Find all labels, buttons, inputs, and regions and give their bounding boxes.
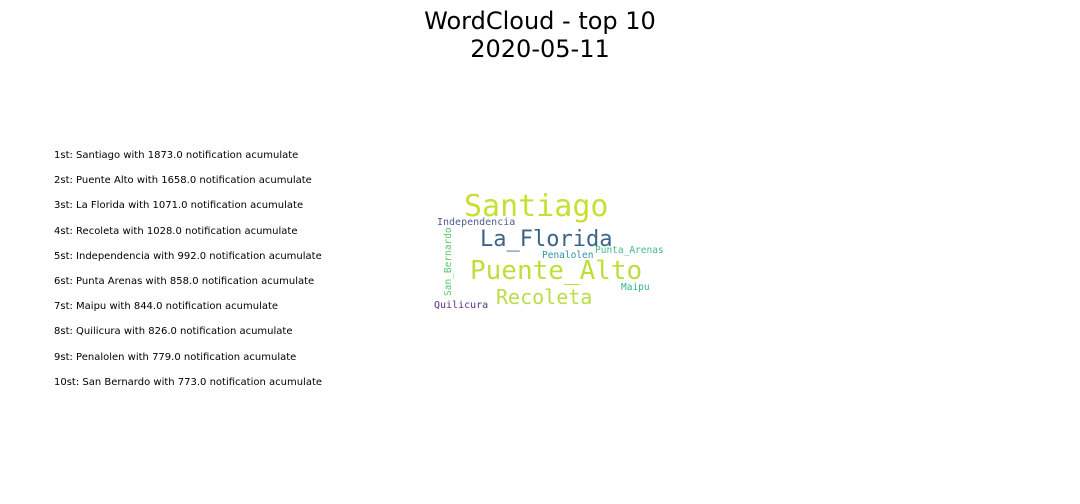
- ranking-item-7: 7st: Maipu with 844.0 notification acumu…: [54, 301, 279, 313]
- word-punta-arenas: Punta_Arenas: [595, 245, 664, 256]
- word-santiago: Santiago: [464, 189, 609, 224]
- wordcloud: Santiago Independencia La_Florida Penalo…: [434, 189, 664, 311]
- ranking-list: 1st: Santiago with 1873.0 notification a…: [54, 148, 322, 400]
- ranking-item-9: 9st: Penalolen with 779.0 notification a…: [54, 351, 297, 363]
- ranking-item-3: 3st: La Florida with 1071.0 notification…: [54, 200, 304, 212]
- word-puente-alto: Puente_Alto: [470, 256, 642, 286]
- ranking-item-5: 5st: Independencia with 992.0 notificati…: [54, 250, 322, 262]
- chart-subtitle-date: 2020-05-11: [470, 35, 610, 63]
- chart-title: WordCloud - top 10: [424, 7, 656, 35]
- word-independencia: Independencia: [437, 217, 515, 228]
- ranking-item-4: 4st: Recoleta with 1028.0 notification a…: [54, 225, 298, 237]
- ranking-item-8: 8st: Quilicura with 826.0 notification a…: [54, 326, 293, 338]
- word-maipu: Maipu: [621, 282, 650, 293]
- word-la-florida: La_Florida: [480, 227, 612, 252]
- word-quilicura: Quilicura: [434, 300, 488, 311]
- ranking-item-6: 6st: Punta Arenas with 858.0 notificatio…: [54, 275, 315, 287]
- word-san-bernardo: San_Bernardo: [443, 227, 454, 296]
- ranking-item-2: 2st: Puente Alto with 1658.0 notificatio…: [54, 175, 312, 187]
- ranking-item-10: 10st: San Bernardo with 773.0 notificati…: [54, 376, 323, 388]
- ranking-item-1: 1st: Santiago with 1873.0 notification a…: [54, 150, 299, 161]
- word-penalolen: Penalolen: [542, 250, 593, 261]
- word-recoleta: Recoleta: [496, 285, 592, 309]
